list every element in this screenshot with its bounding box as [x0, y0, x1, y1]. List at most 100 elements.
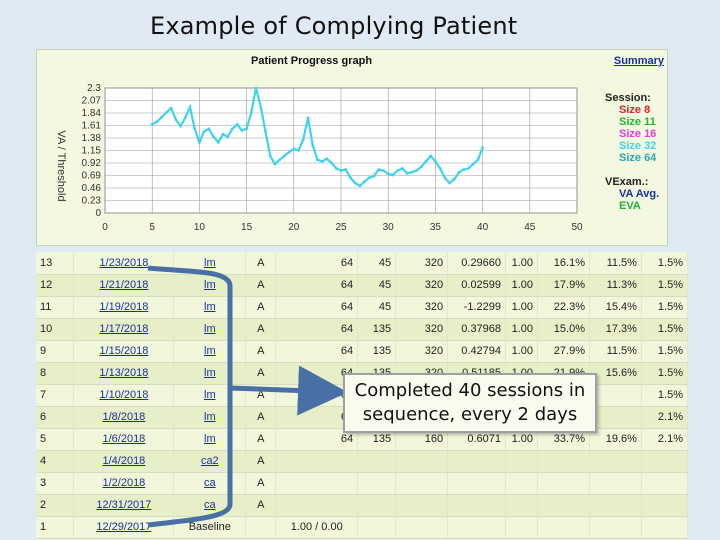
table-row: 2 12/31/2017 ca A: [36, 494, 689, 517]
cell-v1: 1.00 / 0.00: [275, 516, 359, 539]
cell-date[interactable]: 1/21/2018: [73, 274, 175, 297]
cell-v6: [537, 494, 590, 517]
cell-v2: 45: [357, 252, 397, 275]
y-tick-label: 1.15: [82, 146, 102, 157]
cell-date[interactable]: 1/19/2018: [73, 296, 175, 319]
cell-date[interactable]: 1/4/2018: [73, 450, 175, 473]
cell-date[interactable]: 1/8/2018: [73, 406, 175, 429]
data-point: [179, 124, 182, 128]
cell-v2: 45: [357, 274, 397, 297]
cell-num: 13: [36, 252, 75, 275]
data-point: [434, 159, 437, 163]
cell-date[interactable]: 1/10/2018: [73, 384, 175, 407]
cell-date[interactable]: 1/2/2018: [73, 472, 175, 495]
right-margin: [688, 252, 720, 540]
cell-op[interactable]: lm: [173, 252, 247, 275]
cell-op[interactable]: lm: [173, 340, 247, 363]
cell-v1: 64: [275, 296, 359, 319]
data-point: [193, 127, 197, 131]
x-tick-label: 10: [194, 222, 206, 233]
summary-link[interactable]: Summary: [613, 55, 664, 67]
data-point: [334, 167, 338, 170]
cell-v3: [395, 450, 449, 473]
cell-op[interactable]: ca: [173, 494, 247, 517]
cell-date[interactable]: 12/29/2017: [73, 516, 175, 539]
cell-v7: 15.6%: [589, 362, 642, 385]
cell-a: A: [245, 296, 277, 319]
cell-v2: 135: [357, 428, 397, 451]
cell-num: 3: [36, 472, 75, 495]
cell-v2: [357, 494, 397, 517]
cell-v7: [589, 406, 642, 429]
cell-op[interactable]: ca2: [173, 450, 247, 473]
data-point: [174, 118, 178, 121]
cell-date[interactable]: 1/6/2018: [73, 428, 175, 451]
cell-date[interactable]: 1/17/2018: [73, 318, 175, 341]
data-point: [462, 168, 466, 171]
data-point: [297, 149, 300, 152]
legend-size-11: Size 11: [619, 116, 656, 128]
cell-v7: 11.3%: [589, 274, 642, 297]
table-row: 10 1/17/2018 lm A 64 135 320 0.37968 1.00 15.0% 17…: [36, 318, 689, 341]
cell-v7: 17.3%: [589, 318, 642, 341]
cell-v5: [505, 516, 539, 539]
cell-op[interactable]: lm: [173, 406, 247, 429]
table-row: 13 1/23/2018 lm A 64 45 320 0.29660 1.00 16.1% 11.…: [36, 252, 689, 275]
data-point: [202, 130, 206, 133]
cell-a: A: [245, 472, 277, 495]
cell-op[interactable]: lm: [173, 318, 247, 341]
cell-date[interactable]: 1/23/2018: [73, 252, 175, 275]
cell-v8: 1.5%: [641, 384, 689, 407]
cell-v7: [589, 472, 642, 495]
data-point: [471, 162, 475, 166]
cell-v5: [505, 450, 539, 473]
data-point: [353, 181, 357, 185]
cell-v7: 11.5%: [589, 340, 642, 363]
cell-op[interactable]: ca: [173, 472, 247, 495]
cell-v5: 1.00: [505, 428, 539, 451]
cell-date[interactable]: 12/31/2017: [73, 494, 175, 517]
cell-v3: [395, 472, 449, 495]
cell-op[interactable]: lm: [173, 274, 247, 297]
data-point: [396, 169, 400, 173]
cell-num: 9: [36, 340, 75, 363]
cell-a: A: [245, 274, 277, 297]
data-point: [240, 128, 244, 132]
cell-op[interactable]: lm: [173, 362, 247, 385]
cell-v4: 0.29660: [447, 252, 507, 275]
y-tick-label: 0.23: [82, 196, 102, 207]
cell-v8: 1.5%: [641, 274, 689, 297]
x-tick-label: 15: [241, 222, 253, 233]
cell-date[interactable]: 1/13/2018: [73, 362, 175, 385]
cell-v7: [589, 494, 642, 517]
cell-op[interactable]: lm: [173, 296, 247, 319]
cell-op[interactable]: lm: [173, 384, 247, 407]
data-point: [231, 127, 234, 131]
legend-session-header: Session:: [605, 92, 651, 104]
cell-a: A: [245, 428, 277, 451]
cell-v3: [395, 516, 449, 539]
data-point: [349, 176, 352, 180]
data-point: [273, 162, 277, 166]
cell-op: Baseline: [173, 516, 247, 539]
y-tick-label: 1.84: [82, 108, 102, 119]
data-point: [160, 115, 164, 119]
cell-num: 2: [36, 494, 75, 517]
data-point: [377, 168, 381, 171]
data-point: [386, 172, 390, 176]
data-point: [372, 174, 376, 178]
callout-line-2: sequence, every 2 days: [362, 404, 578, 425]
y-tick-label: 0.69: [82, 171, 102, 182]
data-point: [292, 147, 296, 151]
cell-v3: 320: [395, 318, 449, 341]
cell-num: 1: [36, 516, 75, 539]
data-point: [150, 123, 154, 126]
cell-op[interactable]: lm: [173, 428, 247, 451]
cell-v6: 33.7%: [537, 428, 590, 451]
cell-v2: [357, 450, 397, 473]
cell-v8: 1.5%: [641, 252, 689, 275]
cell-num: 11: [36, 296, 75, 319]
cell-v6: [537, 516, 590, 539]
legend-vexam-header: VExam.:: [605, 176, 649, 188]
cell-date[interactable]: 1/15/2018: [73, 340, 175, 363]
